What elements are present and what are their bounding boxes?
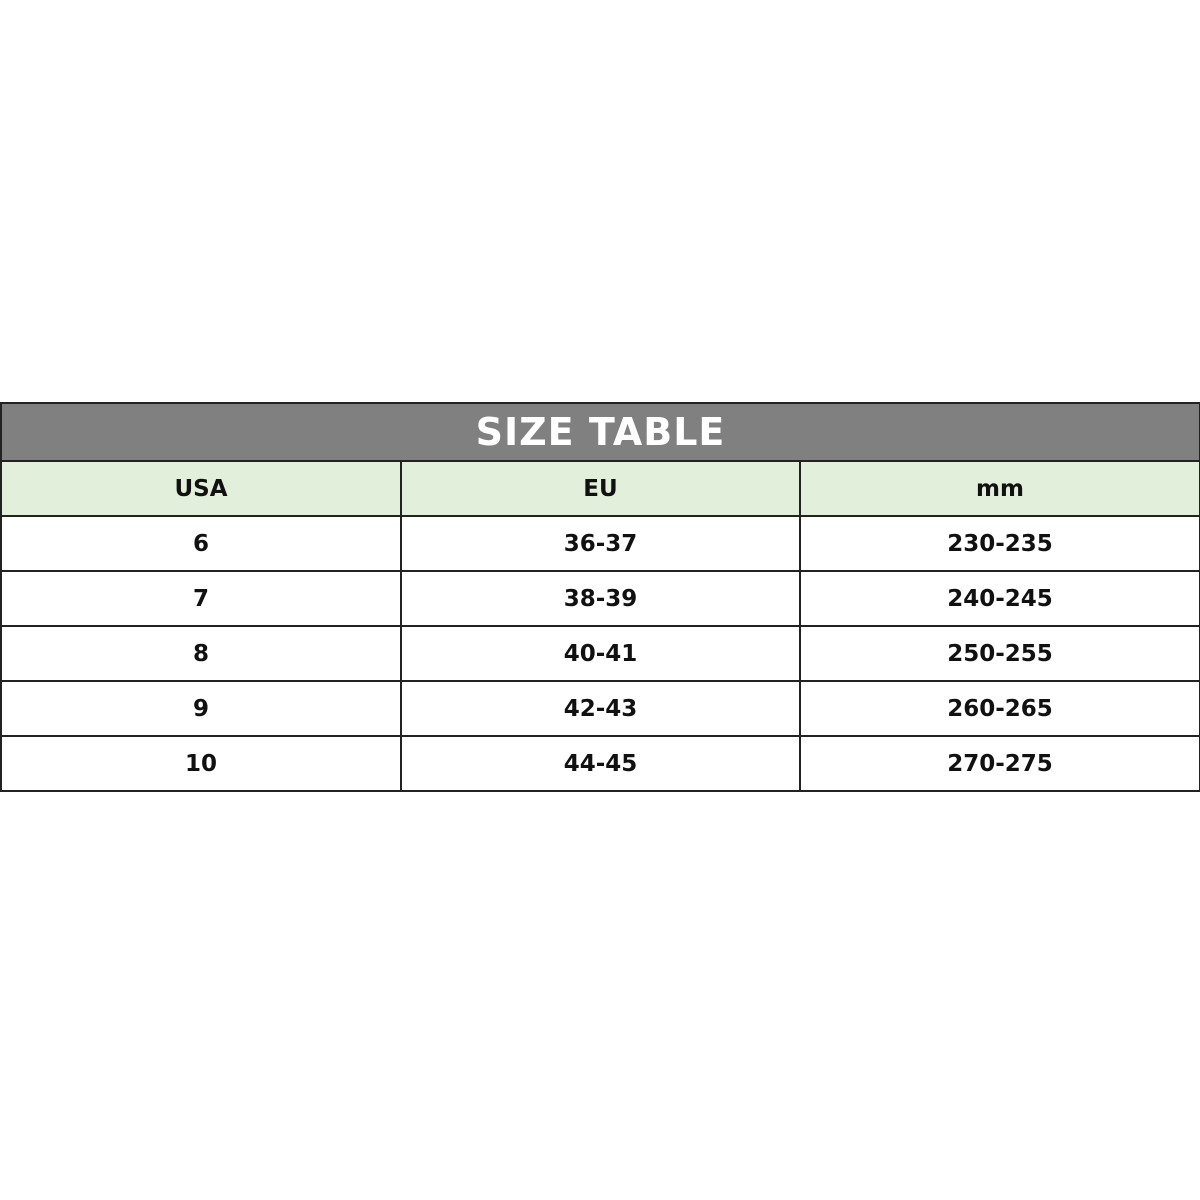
- table-row: 7 38-39 240-245: [0, 570, 1200, 627]
- cell-eu: 42-43: [400, 680, 801, 737]
- cell-mm: 270-275: [799, 735, 1200, 792]
- cell-mm: 230-235: [799, 515, 1200, 572]
- cell-eu: 36-37: [400, 515, 801, 572]
- table-row: 6 36-37 230-235: [0, 515, 1200, 572]
- table-row: 8 40-41 250-255: [0, 625, 1200, 682]
- column-header-eu: EU: [400, 460, 801, 517]
- table-row: 10 44-45 270-275: [0, 735, 1200, 792]
- column-header-mm: mm: [799, 460, 1200, 517]
- title-row: SIZE TABLE: [0, 402, 1200, 462]
- cell-usa: 8: [0, 625, 402, 682]
- cell-usa: 10: [0, 735, 402, 792]
- table-title: SIZE TABLE: [0, 402, 1200, 462]
- cell-usa: 6: [0, 515, 402, 572]
- cell-eu: 40-41: [400, 625, 801, 682]
- column-header-usa: USA: [0, 460, 402, 517]
- cell-mm: 240-245: [799, 570, 1200, 627]
- column-header-row: USA EU mm: [0, 460, 1200, 517]
- cell-mm: 250-255: [799, 625, 1200, 682]
- cell-eu: 38-39: [400, 570, 801, 627]
- cell-mm: 260-265: [799, 680, 1200, 737]
- table-row: 9 42-43 260-265: [0, 680, 1200, 737]
- cell-usa: 7: [0, 570, 402, 627]
- cell-usa: 9: [0, 680, 402, 737]
- cell-eu: 44-45: [400, 735, 801, 792]
- size-table: SIZE TABLE USA EU mm 6 36-37 230-235 7 3…: [0, 402, 1200, 792]
